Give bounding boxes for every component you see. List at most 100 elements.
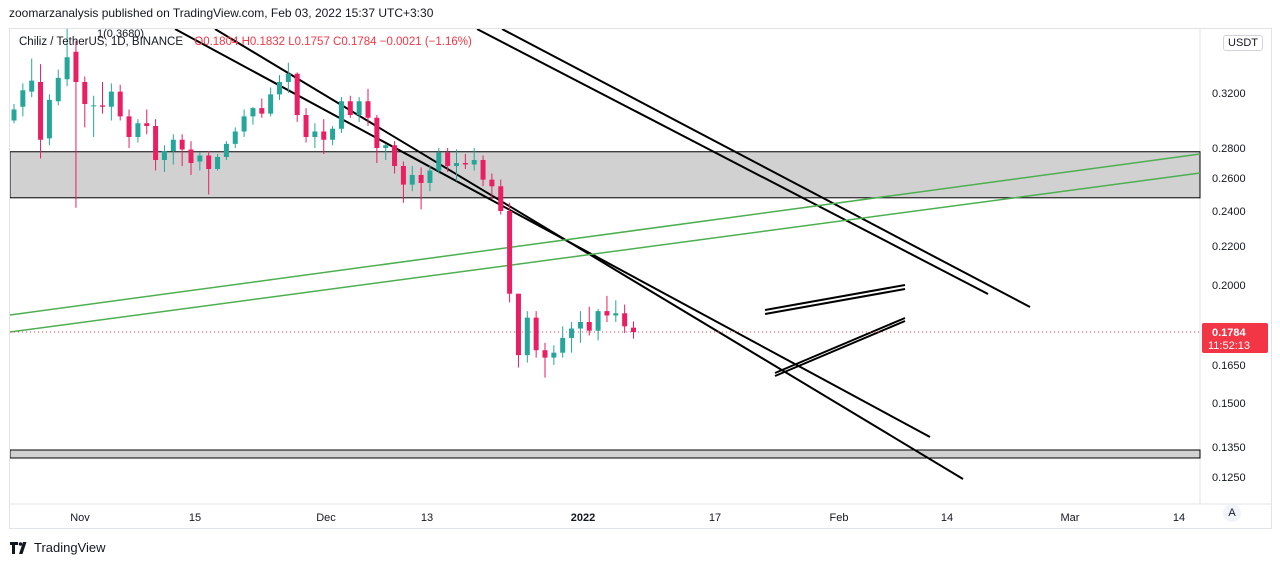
trendline-7 — [774, 320, 906, 377]
candle-body — [170, 139, 176, 151]
time-tick-label: 2022 — [571, 512, 595, 524]
candle-body — [542, 350, 548, 358]
candle-body — [356, 101, 362, 115]
candle-body — [135, 123, 141, 137]
price-tick-label: 0.2000 — [1212, 280, 1246, 292]
candle-body — [569, 328, 575, 338]
trendline-layer — [10, 29, 1201, 480]
footer: TradingView — [10, 540, 106, 555]
time-tick-label: 13 — [421, 512, 433, 524]
last-price-value: 0.1784 — [1212, 327, 1247, 339]
time-tick-label: Feb — [830, 512, 849, 524]
footer-brand: TradingView — [34, 540, 106, 555]
candle-body — [489, 179, 495, 187]
price-chart[interactable]: 0.3200 0.2800 0.2600 0.2400 0.2200 0.2000 0.16… — [10, 29, 1272, 529]
auto-scale-button[interactable]: A — [1223, 504, 1241, 522]
candle-body — [321, 131, 327, 140]
zone-1 — [10, 449, 1201, 459]
candle-body — [188, 149, 194, 163]
candle-body — [454, 163, 459, 166]
time-tick-label: Nov — [70, 512, 90, 524]
candle-body — [560, 337, 566, 353]
candle-body — [347, 101, 353, 115]
legend-low: L0.1757 — [288, 36, 330, 48]
candle-body — [268, 94, 274, 114]
legend-open: O0.1804 — [194, 36, 239, 48]
candle-body — [445, 152, 451, 166]
candle-body — [480, 160, 486, 180]
price-tick-label: 0.1250 — [1212, 472, 1246, 484]
trendline-2 — [476, 29, 989, 295]
zone-layer — [10, 151, 1201, 459]
candle-body — [551, 352, 557, 358]
candle-body — [392, 145, 398, 166]
publish-line: zoomarzanalysis published on TradingView… — [9, 6, 434, 20]
candle-body — [197, 155, 203, 162]
candle-body — [108, 91, 114, 107]
candle-body — [285, 73, 291, 82]
legend-change: −0.0021 (−1.16%) — [379, 36, 472, 48]
price-tick-label: 0.3200 — [1212, 88, 1246, 100]
symbol-legend: Chiliz / TetherUS, 1D, BINANCE O0.1804 H… — [19, 36, 472, 48]
time-tick-label: 14 — [941, 512, 953, 524]
candle-body — [277, 82, 282, 95]
chart-pane[interactable]: 0.3200 0.2800 0.2600 0.2400 0.2200 0.2000 0.16… — [9, 28, 1272, 529]
last-price-tag — [1202, 323, 1268, 353]
time-tick-label: Dec — [316, 512, 336, 524]
candle-body — [631, 327, 636, 332]
candle-body — [524, 317, 530, 356]
candle-body — [100, 105, 105, 107]
candle-body — [471, 160, 477, 165]
trendline-5 — [764, 288, 906, 315]
candle-body — [427, 170, 433, 183]
trendline-green-0 — [10, 153, 1201, 316]
price-tick-label: 0.2800 — [1212, 143, 1246, 155]
candle-body — [498, 186, 504, 211]
price-tick-label: 0.1500 — [1212, 398, 1246, 410]
axis-layer: 0.3200 0.2800 0.2600 0.2400 0.2200 0.2000 0.16… — [70, 39, 1268, 524]
trendline-6 — [774, 317, 906, 374]
candle-body — [55, 77, 61, 102]
candle-body — [515, 293, 521, 356]
candle-body — [338, 101, 344, 129]
high-marker-label: 1(0.3680) — [97, 28, 145, 40]
price-tick-label: 0.2600 — [1212, 173, 1246, 185]
candle-body — [436, 152, 442, 171]
candle-body — [46, 99, 52, 139]
candle-body — [400, 166, 406, 185]
candle-layer — [11, 29, 636, 378]
candle-body — [613, 313, 619, 316]
candle-body — [11, 109, 17, 121]
price-tick-label: 0.2400 — [1212, 206, 1246, 218]
candle-body — [117, 91, 123, 117]
trendline-4 — [764, 284, 906, 311]
candle-body — [82, 82, 88, 104]
candle-body — [259, 108, 265, 114]
time-tick-label: 15 — [189, 512, 201, 524]
candle-body — [144, 123, 150, 126]
time-tick-label: Mar — [1061, 512, 1080, 524]
candle-body — [161, 151, 167, 160]
candle-body — [622, 313, 628, 327]
currency-button[interactable]: USDT — [1223, 35, 1263, 51]
candle-body — [365, 101, 371, 118]
price-tick-label: 0.1350 — [1212, 442, 1246, 454]
candle-body — [418, 175, 424, 183]
candle-body — [206, 155, 212, 169]
candle-body — [215, 157, 221, 169]
price-tick-label: 0.1650 — [1212, 360, 1246, 372]
candle-body — [73, 51, 79, 82]
candle-body — [312, 131, 318, 137]
candle-body — [303, 115, 309, 137]
candle-body — [294, 73, 300, 115]
candle-body — [232, 131, 238, 144]
candle-body — [38, 82, 44, 140]
legend-symbol: Chiliz / TetherUS, 1D, BINANCE — [19, 36, 184, 48]
grid-layer — [10, 29, 1271, 505]
candle-body — [241, 116, 247, 132]
price-tick-label: 0.2200 — [1212, 241, 1246, 253]
candle-body — [29, 80, 35, 92]
candle-body — [533, 317, 539, 351]
trendline-green-1 — [10, 172, 1201, 333]
candle-body — [586, 321, 592, 331]
